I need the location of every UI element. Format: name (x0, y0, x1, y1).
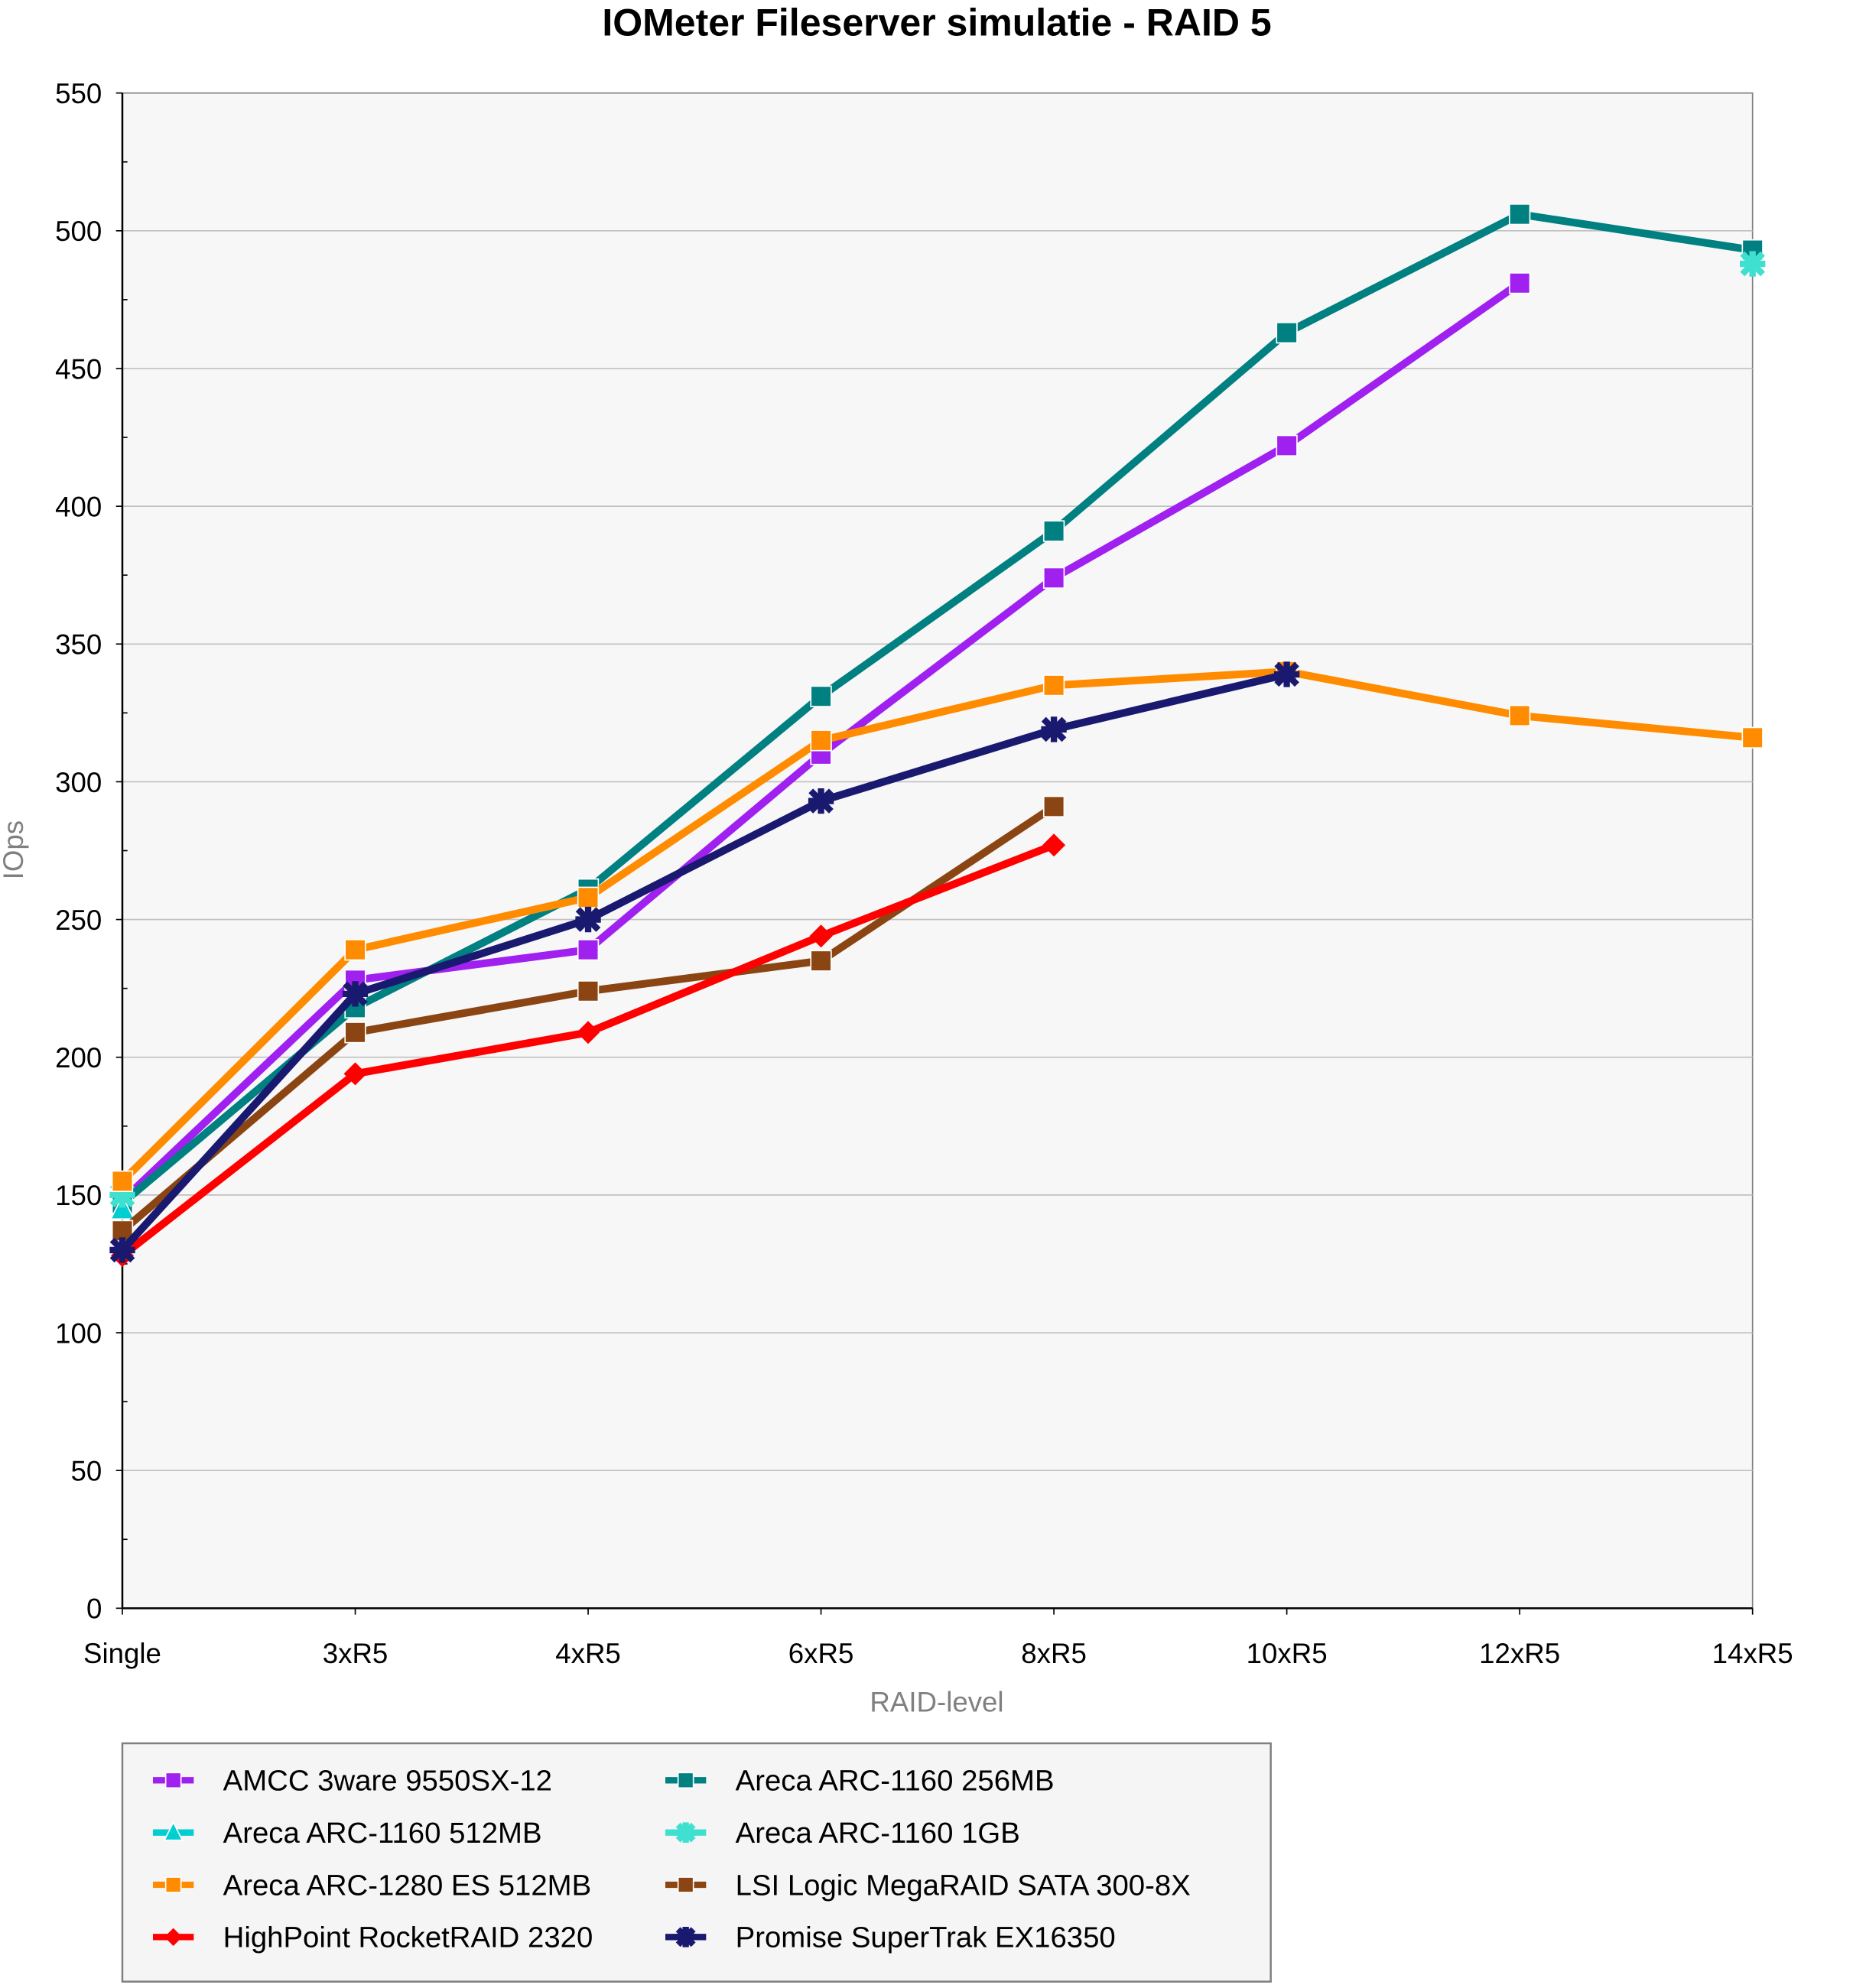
legend-item: HighPoint RocketRAID 2320 (153, 1921, 593, 1954)
legend-label: Areca ARC-1160 1GB (736, 1817, 1020, 1850)
data-point-square (1508, 272, 1531, 294)
data-point-cross (675, 1822, 696, 1843)
data-point-diamond (809, 924, 833, 948)
chart-title: IOMeter Fileserver simulatie - RAID 5 (602, 2, 1271, 44)
legend: AMCC 3ware 9550SX-12 Areca ARC-1160 256MB… (121, 1742, 1272, 1983)
data-point-triangle (163, 1821, 184, 1841)
data-point-square (1042, 674, 1065, 697)
data-point-diamond (577, 1021, 600, 1044)
data-point-square (810, 729, 832, 752)
data-point-square (677, 1876, 694, 1893)
data-point-diamond (1042, 833, 1066, 857)
x-tick-label: 10xR5 (1247, 1638, 1328, 1669)
data-point-square (810, 950, 832, 972)
legend-item: Areca ARC-1160 256MB (665, 1765, 1055, 1798)
data-point-square (577, 886, 600, 908)
x-tick-label: 14xR5 (1712, 1638, 1793, 1669)
y-tick-label: 50 (71, 1456, 102, 1487)
data-point-star (575, 906, 601, 933)
legend-label: HighPoint RocketRAID 2320 (223, 1921, 593, 1954)
y-tick-label: 100 (55, 1317, 102, 1349)
series-line (119, 671, 1288, 1253)
y-tick-label: 200 (55, 1042, 102, 1074)
data-point-square (1508, 704, 1531, 727)
y-tick-label: 500 (55, 216, 102, 247)
legend-item: Promise SuperTrak EX16350 (665, 1921, 1116, 1954)
legend-label: Areca ARC-1280 ES 512MB (223, 1869, 591, 1902)
data-point-square (1276, 434, 1298, 457)
x-tick-label: 4xR5 (555, 1638, 621, 1669)
data-point-square (164, 1876, 182, 1893)
x-tick-label: 8xR5 (1021, 1638, 1087, 1669)
series-line (119, 668, 1754, 1184)
y-tick-label: 0 (86, 1593, 102, 1625)
plot-area (122, 92, 1754, 1610)
data-point-square (677, 1772, 694, 1789)
legend-item: Areca ARC-1160 512MB (153, 1817, 542, 1850)
data-point-star (1273, 661, 1300, 687)
data-point-square (344, 939, 366, 961)
legend-item: Areca ARC-1160 1GB (665, 1817, 1020, 1850)
y-tick-label: 550 (55, 78, 102, 109)
y-axis-label: IOps (0, 820, 29, 879)
legend-label: Areca ARC-1160 256MB (736, 1765, 1055, 1798)
data-point-diamond (343, 1062, 367, 1086)
data-point-square (1741, 726, 1764, 749)
y-tick-label: 300 (55, 767, 102, 798)
x-tick-label: 6xR5 (788, 1638, 854, 1669)
y-tick-label: 400 (55, 491, 102, 522)
legend-item: LSI Logic MegaRAID SATA 300-8X (665, 1869, 1191, 1902)
data-point-square (111, 1170, 134, 1193)
x-tick-label: 3xR5 (323, 1638, 388, 1669)
data-point-star (1041, 716, 1067, 742)
y-tick-label: 250 (55, 905, 102, 936)
legend-label: Promise SuperTrak EX16350 (736, 1921, 1116, 1954)
data-point-square (810, 685, 832, 707)
legend-label: Areca ARC-1160 512MB (223, 1817, 542, 1850)
series-line (119, 210, 1754, 1207)
x-tick-label: Single (83, 1638, 161, 1669)
data-point-square (1276, 321, 1298, 344)
y-tick-label: 450 (55, 353, 102, 385)
data-point-square (577, 980, 600, 1002)
data-point-star (675, 1927, 696, 1947)
legend-label: LSI Logic MegaRAID SATA 300-8X (736, 1869, 1191, 1902)
legend-item: Areca ARC-1280 ES 512MB (153, 1869, 591, 1902)
data-point-square (1042, 567, 1065, 589)
legend-label: AMCC 3ware 9550SX-12 (223, 1765, 552, 1798)
data-point-star (109, 1237, 135, 1263)
y-tick-label: 150 (55, 1180, 102, 1211)
data-point-star (808, 788, 834, 814)
data-point-square (344, 1022, 366, 1044)
x-axis-label: RAID-level (870, 1686, 1003, 1717)
data-point-square (1508, 203, 1531, 226)
data-point-square (164, 1772, 182, 1789)
data-point-square (1042, 520, 1065, 542)
data-point-diamond (164, 1928, 183, 1946)
x-tick-label: 12xR5 (1479, 1638, 1560, 1669)
y-tick-label: 350 (55, 629, 102, 661)
legend-item: AMCC 3ware 9550SX-12 (153, 1765, 552, 1798)
data-point-cross (1740, 251, 1766, 277)
series-promise-supertrak-ex16350 (109, 661, 1300, 1263)
data-point-square (1042, 795, 1065, 818)
data-point-square (577, 939, 600, 961)
data-point-star (342, 981, 369, 1007)
